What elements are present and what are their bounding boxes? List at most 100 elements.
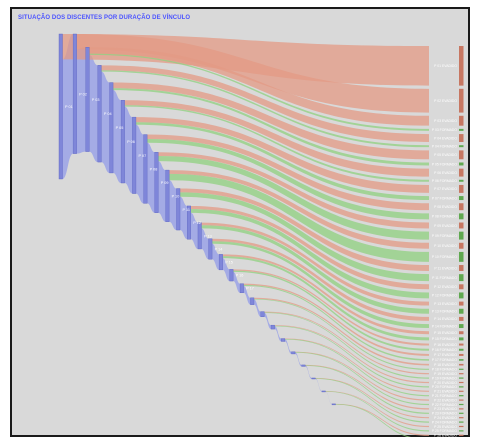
outcome-label: P 06 EVADIDO (434, 171, 457, 175)
outcome-link (315, 378, 429, 423)
links (62, 34, 430, 437)
outcome-node (459, 179, 464, 182)
outcome-node (459, 134, 464, 142)
stage-node (321, 390, 326, 393)
outcome-label: P 04 FORMADO (432, 144, 458, 148)
outcome-label: P 08 FORMADO (432, 215, 458, 219)
outcome-node (459, 162, 464, 166)
flow-link (264, 312, 272, 330)
stage-node (132, 116, 137, 194)
outcome-link (274, 325, 429, 388)
flow-link (325, 391, 332, 405)
outcome-link (212, 238, 429, 321)
outcome-node (459, 301, 464, 306)
stage-label: P 03 (92, 98, 100, 102)
outcome-node (459, 343, 464, 346)
outcome-link (284, 339, 429, 397)
stage-label: P 04 (104, 112, 112, 116)
outcome-link (335, 404, 412, 437)
stage-label: P 09 (161, 181, 169, 185)
outcome-link (295, 351, 429, 401)
flow-link (243, 285, 251, 305)
outcome-label: P 03 EVADIDO (434, 119, 457, 123)
outcome-node (459, 348, 464, 351)
outcome-node (459, 417, 464, 419)
outcome-label: P 18 FORMADO (432, 368, 458, 372)
outcome-link (190, 209, 429, 299)
outcome-link (253, 297, 429, 366)
stage-node (187, 205, 191, 240)
flow-link (113, 90, 122, 184)
outcome-node (459, 284, 464, 290)
flow-link (201, 228, 209, 260)
outcome-link (147, 134, 429, 211)
outcome-label: P 12 EVADIDO (434, 285, 457, 289)
outcome-label: P 07 EVADIDO (434, 187, 457, 191)
outcome-link (124, 105, 430, 182)
outcome-node (459, 46, 464, 86)
outcome-label: P 03 FORMADO (432, 128, 458, 132)
outcome-node (459, 412, 464, 414)
outcome-label: P 19 FORMADO (432, 376, 458, 380)
outcome-node (459, 421, 464, 423)
chart-title: SITUAÇÃO DOS DISCENTES POR DURAÇÃO DE VÍ… (18, 15, 191, 21)
flow-link (147, 142, 155, 213)
outcome-link (89, 53, 429, 131)
stage-node (281, 338, 286, 342)
outcome-label: P 24 EVADIDO (434, 416, 457, 420)
flow-link (315, 378, 322, 392)
stage-node (331, 403, 336, 406)
outcome-label: P 06 FORMADO (432, 179, 458, 183)
outcome-label: P 13 FORMADO (432, 310, 458, 314)
outcome-node (459, 292, 464, 299)
stage-label: P 06 (127, 140, 135, 144)
outcome-link (113, 82, 429, 160)
outcome-link (222, 254, 429, 335)
stage-node (301, 364, 306, 367)
outcome-label: P 07 FORMADO (432, 196, 458, 200)
outcome-label: P 24 FORMADO (432, 420, 458, 424)
flow-link (222, 258, 230, 282)
outcome-node (459, 115, 464, 126)
outcome-node (459, 265, 464, 271)
outcome-node (459, 203, 464, 211)
outcome-node (459, 408, 464, 410)
flow-link (89, 54, 98, 163)
outcome-node (459, 386, 464, 388)
stage-label: P 15 (225, 261, 233, 265)
outcome-node (459, 430, 464, 432)
outcome-node (459, 222, 464, 229)
stage-node (176, 188, 181, 231)
outcome-label: P 25 FORMADO (432, 429, 458, 433)
outcome-link (274, 325, 429, 384)
outcome-label: P 15 FORMADO (432, 337, 458, 341)
stage-node (165, 169, 170, 222)
outcome-node (459, 434, 464, 436)
outcome-link (101, 65, 429, 142)
outcome-label: P 25 EVADIDO (434, 425, 457, 429)
outcome-link (233, 270, 429, 351)
outcome-node (459, 184, 464, 193)
flow-link (253, 299, 261, 317)
stage-node (154, 152, 159, 213)
stage-label: P 12 (193, 221, 201, 225)
stage-label: P 16 (236, 274, 244, 278)
outcome-link (169, 170, 429, 249)
stage-node (239, 283, 244, 294)
flow-link (101, 71, 110, 173)
outcome-node (459, 231, 464, 240)
outcome-node (459, 425, 464, 428)
outcome-label: P 22 EVADIDO (434, 398, 457, 402)
outcome-link (158, 156, 429, 240)
outcome-link (89, 47, 429, 126)
stage-label: P 05 (116, 126, 124, 130)
outcome-node (459, 324, 464, 329)
stage-node (97, 65, 102, 163)
outcome-label: P 17 EVADIDO (434, 353, 457, 357)
stage-node (208, 238, 213, 260)
flow-link (284, 339, 292, 354)
outcome-node (459, 88, 464, 113)
outcome-node (459, 395, 464, 397)
outcome-link (180, 188, 429, 271)
stage-node (260, 311, 265, 317)
